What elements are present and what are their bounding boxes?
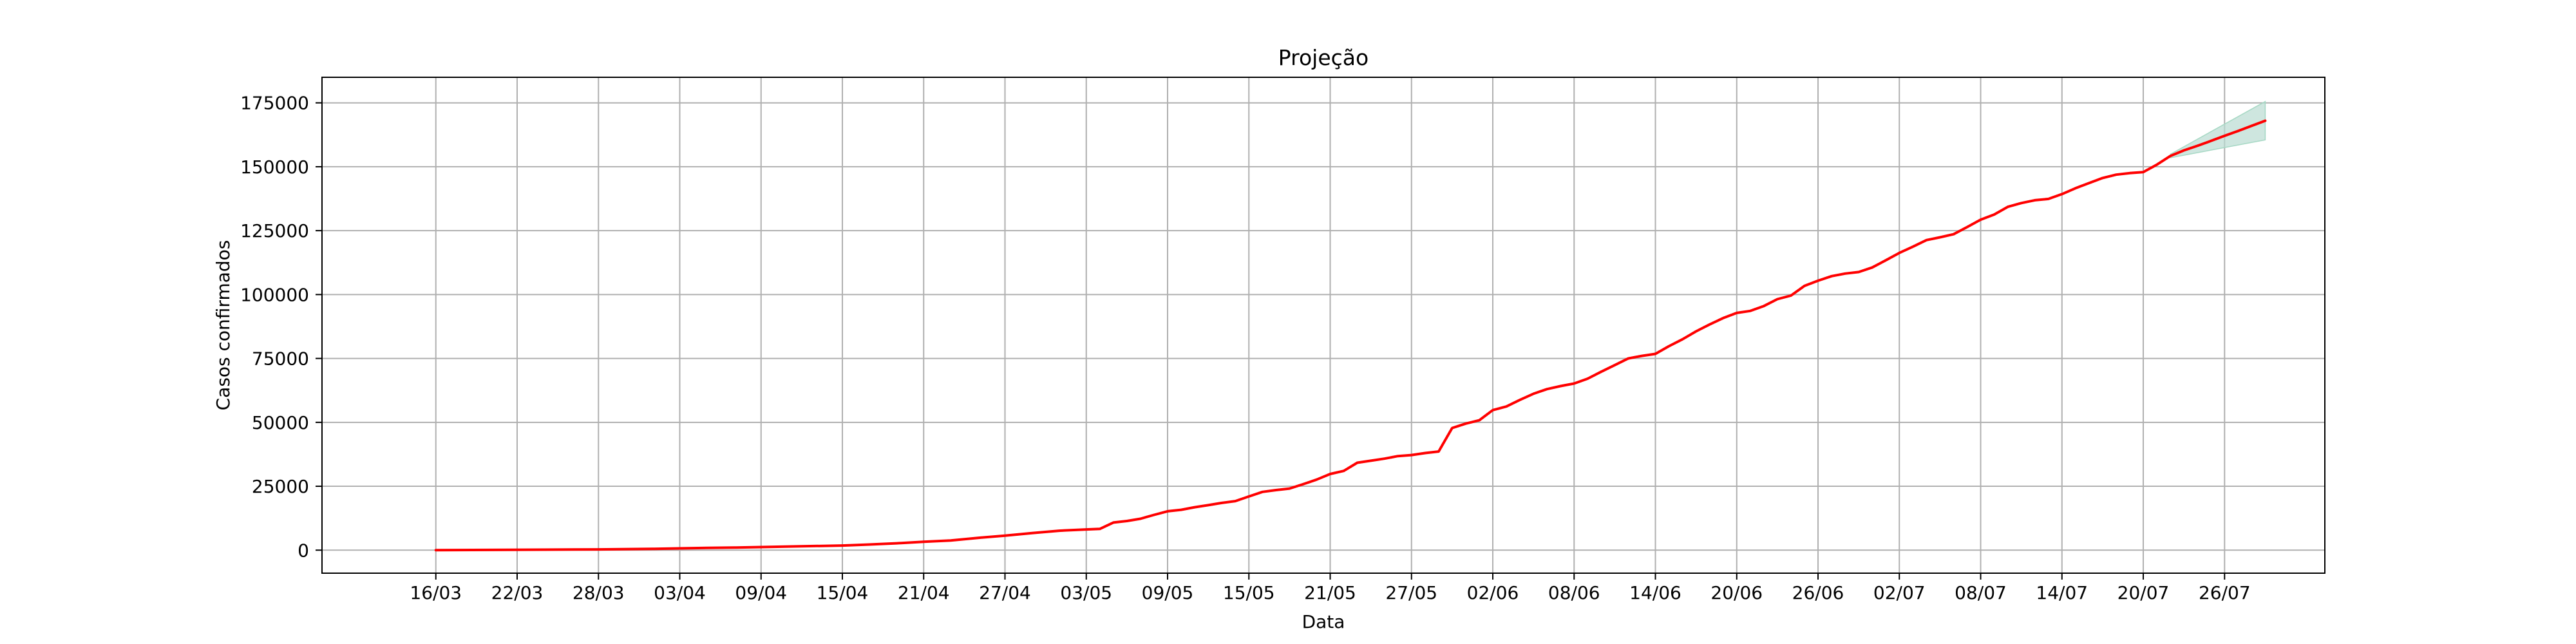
x-tick-label: 02/06 xyxy=(1467,582,1519,603)
y-tick-label: 25000 xyxy=(252,476,309,497)
x-tick-label: 08/07 xyxy=(1955,582,2007,603)
y-tick-label: 150000 xyxy=(240,156,309,178)
y-tick-label: 50000 xyxy=(252,412,309,433)
x-tick-label: 27/04 xyxy=(979,582,1031,603)
x-tick-label: 14/06 xyxy=(1629,582,1681,603)
x-tick-label: 28/03 xyxy=(573,582,625,603)
x-tick-label: 26/06 xyxy=(1792,582,1844,603)
x-tick-label: 21/05 xyxy=(1304,582,1356,603)
plot-area-frame xyxy=(321,77,2325,574)
x-tick-label: 03/04 xyxy=(654,582,706,603)
x-tick-label: 09/05 xyxy=(1142,582,1194,603)
x-tick-label: 14/07 xyxy=(2036,582,2088,603)
x-tick-label: 08/06 xyxy=(1548,582,1600,603)
y-tick-label: 75000 xyxy=(252,348,309,370)
y-axis-title: Casos confirmados xyxy=(213,240,234,411)
y-tick-label: 175000 xyxy=(240,93,309,114)
y-tick-label: 125000 xyxy=(240,220,309,242)
x-tick-label: 03/05 xyxy=(1060,582,1112,603)
x-tick-label: 15/05 xyxy=(1223,582,1275,603)
x-axis-ticks: 16/03 22/03 28/03 03/04 09/04 15/04 21/04 27/04… xyxy=(410,573,2251,603)
grid xyxy=(322,77,2325,573)
series-group xyxy=(434,119,2267,552)
x-tick-label: 02/07 xyxy=(1873,582,1926,603)
x-tick-label: 20/07 xyxy=(2117,582,2170,603)
series-line xyxy=(434,119,2267,552)
x-tick-label: 20/06 xyxy=(1710,582,1763,603)
x-axis-title: Data xyxy=(1302,611,1345,632)
y-tick-label: 100000 xyxy=(240,284,309,305)
x-tick-label: 21/04 xyxy=(898,582,950,603)
x-tick-label: 16/03 xyxy=(410,582,462,603)
x-tick-label: 09/04 xyxy=(735,582,787,603)
x-tick-label: 27/05 xyxy=(1385,582,1437,603)
y-tick-label: 0 xyxy=(298,540,309,561)
x-tick-label: 22/03 xyxy=(491,582,544,603)
x-tick-label: 26/07 xyxy=(2199,582,2251,603)
x-tick-label: 15/04 xyxy=(817,582,869,603)
y-axis-ticks: 0 25000 50000 75000 100000 125000 150000 175000 xyxy=(240,93,322,561)
chart-title: Projeção xyxy=(1278,45,1368,70)
